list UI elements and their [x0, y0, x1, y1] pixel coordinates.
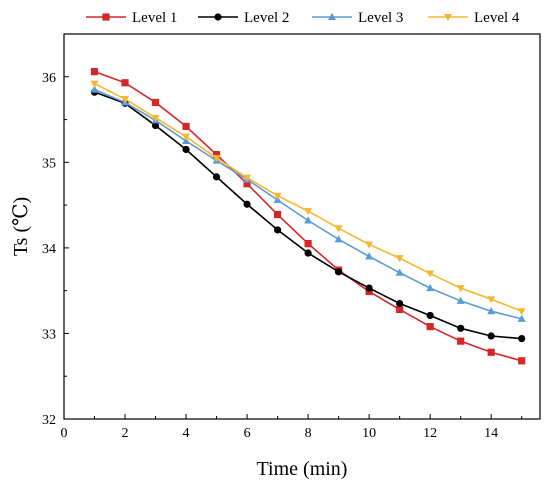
x-tick-label: 14: [484, 426, 498, 441]
data-point: [487, 332, 495, 340]
data-point: [487, 348, 495, 356]
y-tick-label: 33: [42, 327, 56, 342]
x-tick-label: 4: [183, 426, 190, 441]
data-point: [121, 96, 130, 104]
data-point: [517, 308, 526, 316]
x-tick-label: 2: [122, 426, 129, 441]
legend-item: Level 3: [312, 10, 403, 26]
data-point: [182, 145, 190, 154]
data-point: [243, 174, 252, 182]
x-axis-title: Time (min): [257, 458, 348, 480]
legend-item: Level 2: [198, 10, 289, 26]
data-point: [273, 226, 282, 234]
y-axis-title: Ts (℃): [10, 197, 32, 256]
data-point: [396, 305, 404, 314]
data-point: [456, 296, 465, 304]
x-tick-label: 0: [61, 426, 68, 441]
legend-marker: [102, 13, 110, 21]
data-point: [518, 357, 526, 365]
legend-label: Level 4: [474, 10, 520, 26]
legend-label: Level 3: [358, 10, 403, 26]
data-point: [304, 249, 312, 257]
data-point: [457, 337, 465, 345]
data-point: [396, 299, 404, 308]
data-point: [243, 180, 251, 188]
data-point: [90, 85, 99, 93]
series-line: [94, 82, 522, 312]
x-tick-label: 8: [305, 426, 312, 441]
data-point: [121, 79, 129, 87]
plot-frame: [63, 33, 541, 420]
data-point: [517, 314, 526, 322]
data-point: [151, 121, 160, 130]
x-tick-label: 10: [362, 426, 376, 441]
legend-marker: [328, 12, 336, 20]
y-tick-label: 36: [42, 71, 56, 86]
data-point: [90, 80, 99, 88]
data-point: [182, 133, 191, 141]
data-point: [365, 284, 373, 292]
data-point: [304, 240, 312, 248]
data-point: [426, 311, 434, 320]
data-point: [212, 155, 221, 163]
data-point: [151, 98, 160, 107]
legend: Level 1 Level 2 Level 3 Level 4: [86, 10, 520, 26]
data-point: [273, 210, 282, 219]
series-line: [94, 91, 522, 340]
axis-ticks: 0 2 4 6 8 10 12 14 32 33 34 35 36: [42, 71, 523, 441]
data-point: [426, 323, 434, 331]
data-point: [426, 270, 435, 278]
data-point: [334, 235, 343, 243]
legend-item: Level 1: [86, 10, 177, 26]
legend-label: Level 1: [132, 10, 177, 26]
data-point: [182, 122, 190, 130]
data-point: [426, 283, 435, 292]
y-tick-label: 35: [42, 156, 56, 171]
data-point: [304, 216, 313, 224]
data-point: [365, 252, 374, 260]
data-point: [334, 225, 343, 233]
data-point: [487, 307, 496, 315]
x-tick-label: 12: [423, 426, 437, 441]
data-point: [395, 255, 404, 263]
x-tick-label: 6: [244, 426, 251, 441]
data-point: [273, 192, 282, 200]
data-point: [243, 200, 251, 208]
legend-item: Level 4: [428, 10, 520, 26]
legend-label: Level 2: [244, 10, 289, 26]
y-tick-label: 32: [42, 413, 56, 428]
data-point: [212, 173, 221, 181]
legend-marker: [444, 14, 452, 22]
data-point: [335, 268, 343, 276]
data-point: [90, 68, 99, 76]
data-point: [212, 151, 221, 159]
data-point: [518, 334, 526, 343]
series-layer: [90, 68, 526, 365]
data-point: [151, 114, 160, 123]
data-point: [456, 285, 465, 293]
data-point: [395, 268, 404, 276]
data-point: [304, 208, 313, 216]
legend-marker: [214, 13, 222, 21]
y-tick-label: 34: [42, 242, 56, 257]
series-1: [90, 68, 526, 365]
data-point: [457, 324, 465, 332]
data-point: [487, 296, 496, 304]
series-4: [90, 80, 526, 316]
data-point: [365, 241, 374, 249]
series-2: [90, 88, 526, 343]
